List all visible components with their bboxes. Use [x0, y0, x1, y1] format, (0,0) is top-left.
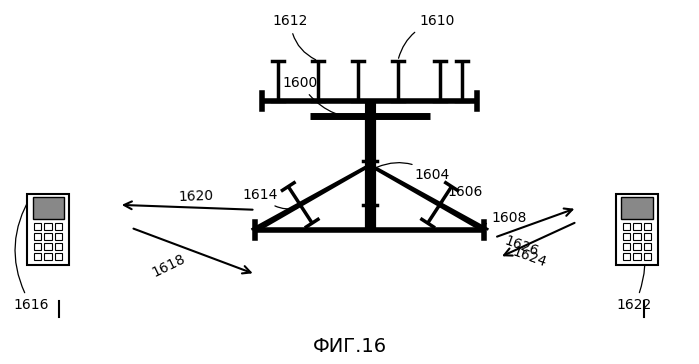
Text: 1610: 1610 — [398, 14, 455, 58]
Bar — [633, 223, 640, 230]
Text: 1624: 1624 — [510, 245, 548, 270]
Text: 1614: 1614 — [243, 188, 298, 209]
Bar — [644, 223, 651, 230]
Bar — [55, 253, 62, 260]
Bar — [34, 223, 41, 230]
Bar — [55, 233, 62, 240]
Bar — [623, 233, 630, 240]
Bar — [644, 253, 651, 260]
Bar — [644, 243, 651, 250]
Bar — [623, 243, 630, 250]
Text: 1616: 1616 — [13, 196, 49, 312]
Text: 1626: 1626 — [503, 234, 540, 259]
Bar — [621, 198, 653, 219]
Bar — [644, 233, 651, 240]
Text: 1606: 1606 — [439, 185, 483, 207]
Bar — [27, 194, 69, 265]
Bar — [633, 253, 640, 260]
Bar — [45, 233, 52, 240]
Bar — [34, 233, 41, 240]
Bar — [623, 223, 630, 230]
Bar — [623, 253, 630, 260]
Bar — [33, 198, 64, 219]
Text: 1608: 1608 — [484, 211, 527, 226]
Text: ФИГ.16: ФИГ.16 — [313, 337, 387, 356]
Bar — [45, 253, 52, 260]
Bar — [34, 253, 41, 260]
Text: 1622: 1622 — [617, 196, 652, 312]
Text: 1600: 1600 — [283, 76, 367, 119]
Text: 1618: 1618 — [150, 251, 188, 280]
Text: 1620: 1620 — [178, 188, 213, 203]
Text: 1612: 1612 — [273, 14, 316, 60]
Bar — [45, 243, 52, 250]
Bar — [55, 223, 62, 230]
Bar — [633, 233, 640, 240]
Bar — [34, 243, 41, 250]
Bar — [45, 223, 52, 230]
Text: 1604: 1604 — [377, 163, 450, 182]
Bar — [55, 243, 62, 250]
Bar — [616, 194, 658, 265]
Bar — [633, 243, 640, 250]
